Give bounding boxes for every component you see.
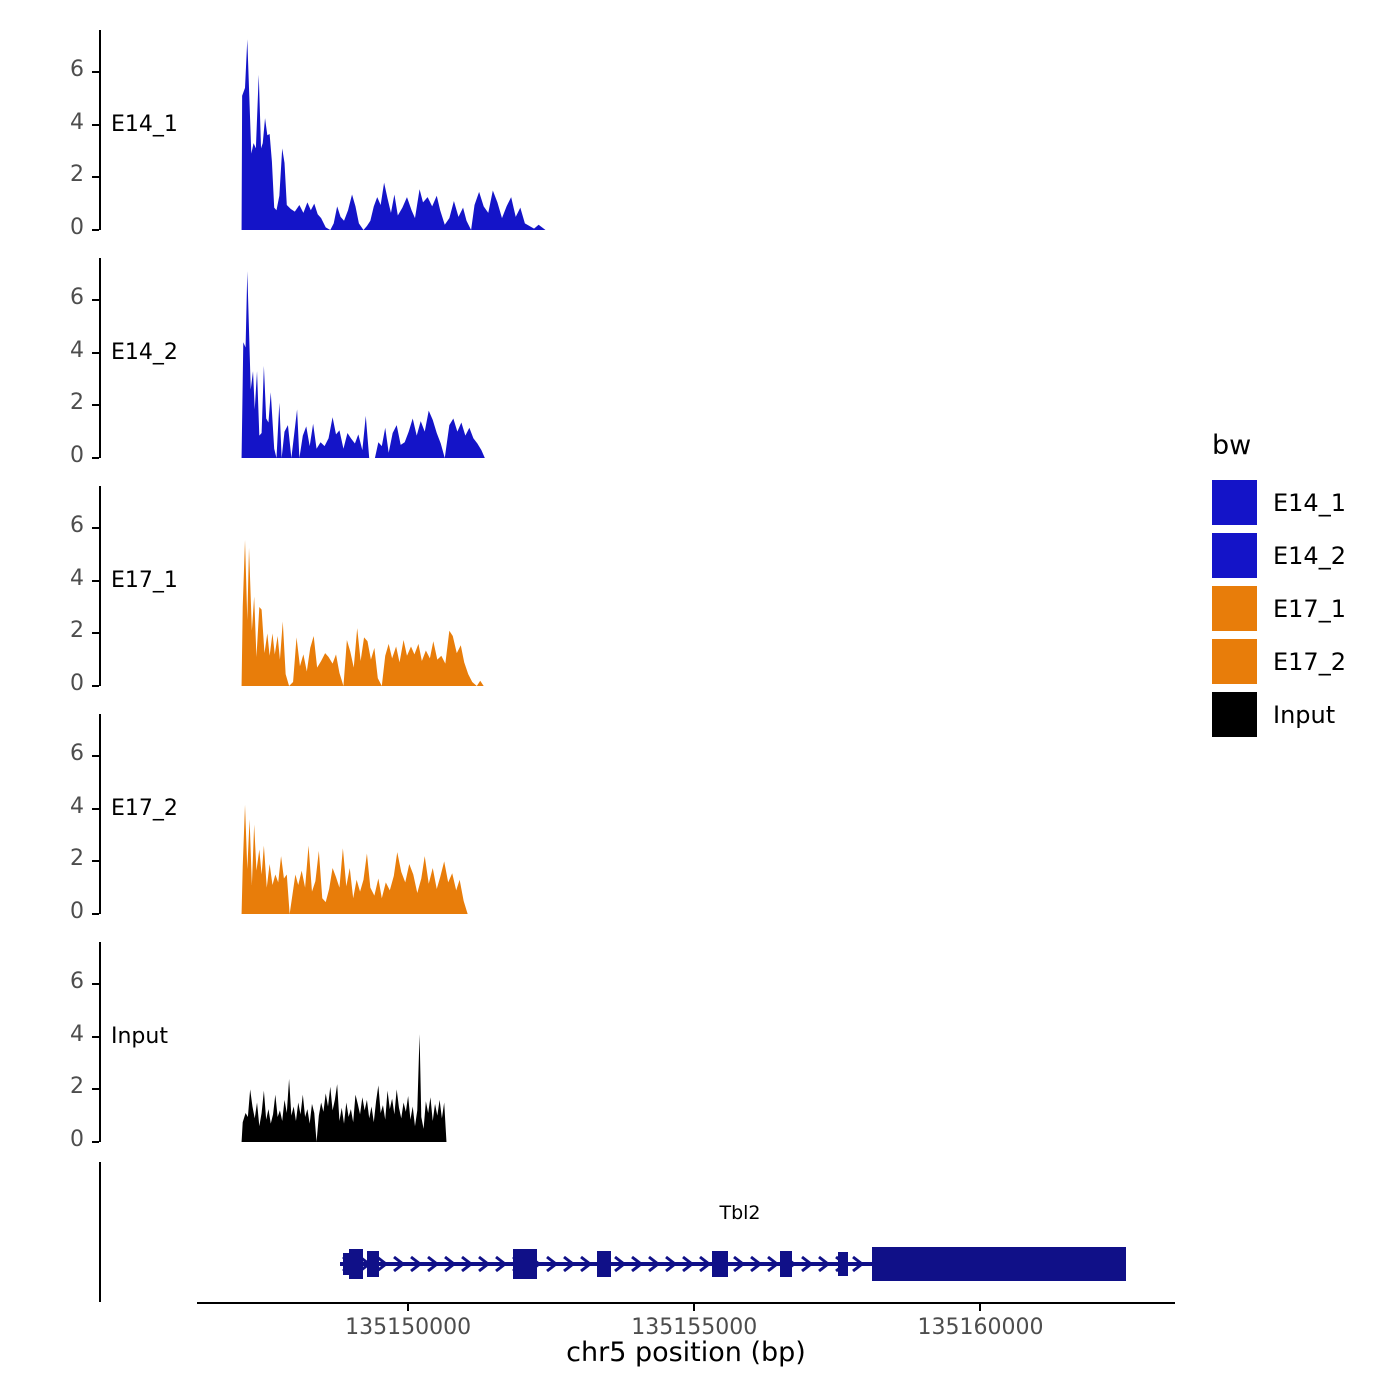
track-label-e17_1: E17_1 bbox=[111, 567, 178, 593]
track-label-e14_1: E14_1 bbox=[111, 111, 178, 137]
y-tick-mark bbox=[92, 755, 99, 758]
legend-item-label: E14_2 bbox=[1273, 541, 1346, 570]
x-axis-title: chr5 position (bp) bbox=[566, 1337, 806, 1368]
y-tick-mark bbox=[92, 1088, 99, 1091]
y-tick-label: 4 bbox=[70, 1021, 84, 1047]
y-tick-mark bbox=[92, 351, 99, 354]
y-tick-mark bbox=[92, 299, 99, 302]
legend-item-input[interactable]: Input bbox=[1212, 692, 1335, 737]
track-label-e17_2: E17_2 bbox=[111, 795, 178, 821]
coverage-area-e14_1 bbox=[241, 39, 546, 230]
x-axis-line bbox=[197, 1302, 1175, 1304]
legend: bw E14_1 E14_2 E17_1 E17_2 Input bbox=[1212, 430, 1392, 737]
x-tick-label: 135155000 bbox=[631, 1315, 758, 1340]
gene-name-label: Tbl2 bbox=[719, 1202, 761, 1224]
gene-model-tbl2[interactable] bbox=[0, 1162, 1175, 1302]
genes-axis-line bbox=[99, 1162, 101, 1302]
y-tick-label: 6 bbox=[70, 741, 84, 767]
legend-item-label: Input bbox=[1273, 700, 1336, 729]
y-tick-label: 2 bbox=[70, 1074, 84, 1100]
legend-color-swatch bbox=[1212, 639, 1257, 684]
y-tick-mark bbox=[92, 176, 99, 179]
genes-panel: Tbl2 bbox=[0, 1162, 1175, 1302]
y-tick-mark bbox=[92, 913, 99, 915]
y-tick-label: 4 bbox=[70, 793, 84, 819]
y-tick-mark bbox=[92, 123, 99, 126]
gene-exon bbox=[597, 1251, 611, 1277]
x-tick-mark bbox=[407, 1304, 410, 1311]
track-panel-e14_2: 0 2 4 6 E14_2 bbox=[0, 258, 1175, 468]
y-axis-line bbox=[99, 714, 101, 914]
legend-item-label: E17_1 bbox=[1273, 594, 1346, 623]
gene-exon bbox=[349, 1249, 363, 1279]
y-tick-mark bbox=[92, 404, 99, 407]
track-label-e14_2: E14_2 bbox=[111, 339, 178, 365]
y-tick-mark bbox=[92, 860, 99, 863]
y-tick-label: 0 bbox=[70, 443, 84, 468]
legend-item-e17_1[interactable]: E17_1 bbox=[1212, 586, 1346, 631]
legend-item-e17_2[interactable]: E17_2 bbox=[1212, 639, 1346, 684]
y-tick-mark bbox=[92, 632, 99, 635]
y-axis-line bbox=[99, 258, 101, 458]
x-tick-label: 135160000 bbox=[917, 1315, 1044, 1340]
y-tick-mark bbox=[92, 527, 99, 530]
y-tick-label: 0 bbox=[70, 215, 84, 240]
y-axis-line bbox=[99, 942, 101, 1142]
x-tick-mark bbox=[979, 1304, 982, 1311]
legend-item-e14_1[interactable]: E14_1 bbox=[1212, 480, 1346, 525]
coverage-area-input bbox=[241, 1034, 447, 1142]
y-tick-mark bbox=[92, 685, 99, 687]
legend-color-swatch bbox=[1212, 586, 1257, 631]
y-tick-label: 2 bbox=[70, 390, 84, 416]
y-tick-label: 2 bbox=[70, 618, 84, 644]
gene-exon bbox=[872, 1247, 1126, 1281]
legend-color-swatch bbox=[1212, 692, 1257, 737]
y-tick-label: 4 bbox=[70, 565, 84, 591]
y-tick-label: 6 bbox=[70, 285, 84, 311]
legend-item-e14_2[interactable]: E14_2 bbox=[1212, 533, 1346, 578]
gene-exon bbox=[780, 1251, 792, 1277]
y-tick-mark bbox=[92, 579, 99, 582]
y-tick-mark bbox=[92, 71, 99, 74]
legend-item-label: E14_1 bbox=[1273, 488, 1346, 517]
y-tick-label: 2 bbox=[70, 846, 84, 872]
legend-title: bw bbox=[1212, 430, 1252, 461]
track-panel-input: 0 2 4 6 Input bbox=[0, 942, 1175, 1152]
y-tick-mark bbox=[92, 983, 99, 986]
gene-exon bbox=[712, 1251, 728, 1277]
y-tick-label: 6 bbox=[70, 57, 84, 83]
track-panel-e17_2: 0 2 4 6 E17_2 bbox=[0, 714, 1175, 924]
gene-exon bbox=[367, 1251, 379, 1277]
legend-color-swatch bbox=[1212, 533, 1257, 578]
x-tick-mark bbox=[693, 1304, 696, 1311]
y-axis-line bbox=[99, 30, 101, 230]
y-tick-mark bbox=[92, 1035, 99, 1038]
coverage-area-e17_2 bbox=[241, 804, 468, 914]
y-axis-line bbox=[99, 486, 101, 686]
y-tick-label: 0 bbox=[70, 899, 84, 924]
track-label-input: Input bbox=[111, 1023, 168, 1049]
coverage-area-e17_1 bbox=[241, 539, 484, 686]
legend-color-swatch bbox=[1212, 480, 1257, 525]
gene-exon bbox=[343, 1253, 349, 1275]
y-tick-mark bbox=[92, 807, 99, 810]
y-tick-label: 0 bbox=[70, 671, 84, 696]
y-tick-label: 2 bbox=[70, 162, 84, 188]
y-tick-mark bbox=[92, 457, 99, 459]
gene-exon bbox=[513, 1249, 537, 1279]
gene-exon bbox=[838, 1252, 848, 1276]
y-tick-mark bbox=[92, 1141, 99, 1143]
y-tick-label: 0 bbox=[70, 1127, 84, 1152]
coverage-area-e14_2 bbox=[241, 271, 485, 458]
track-panel-e14_1: 0 2 4 6 E14_1 bbox=[0, 30, 1175, 240]
y-tick-label: 4 bbox=[70, 109, 84, 135]
y-tick-label: 6 bbox=[70, 513, 84, 539]
y-tick-label: 6 bbox=[70, 969, 84, 995]
track-panel-e17_1: 0 2 4 6 E17_1 bbox=[0, 486, 1175, 696]
y-tick-label: 4 bbox=[70, 337, 84, 363]
y-tick-mark bbox=[92, 229, 99, 231]
legend-item-label: E17_2 bbox=[1273, 647, 1346, 676]
x-tick-label: 135150000 bbox=[345, 1315, 472, 1340]
